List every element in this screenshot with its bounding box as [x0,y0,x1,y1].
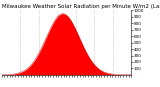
Text: Milwaukee Weather Solar Radiation per Minute W/m2 (Last 24 Hours): Milwaukee Weather Solar Radiation per Mi… [2,4,160,9]
